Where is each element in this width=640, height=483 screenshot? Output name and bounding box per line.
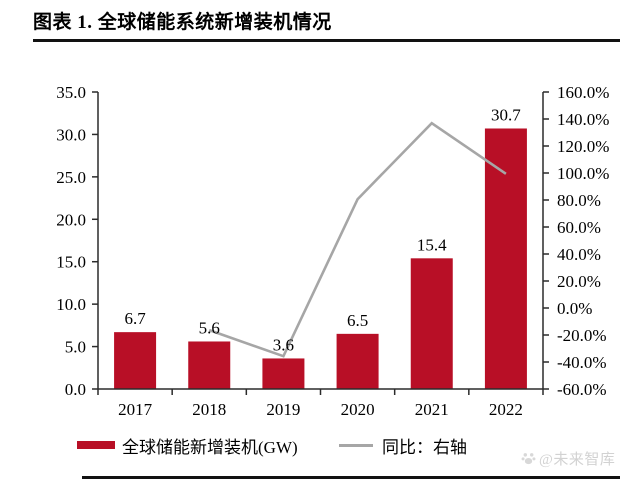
right-axis-tick-label: 160.0%	[557, 83, 609, 102]
right-axis-tick-label: 20.0%	[557, 272, 601, 291]
bar-2021	[410, 258, 453, 389]
bar-series-label: 全球储能新增装机(GW)	[122, 437, 298, 457]
left-axis-tick-label: 25.0	[56, 168, 86, 187]
right-axis-tick-label: -40.0%	[557, 353, 607, 372]
bar-2022	[484, 128, 527, 389]
left-axis-tick-label: 5.0	[65, 338, 86, 357]
left-axis-tick-label: 10.0	[56, 295, 86, 314]
right-axis-tick-label: 40.0%	[557, 245, 601, 264]
left-axis-tick-label: 20.0	[56, 210, 86, 229]
x-axis-label-2019: 2019	[266, 400, 300, 419]
bar-2019	[262, 358, 305, 389]
left-axis-tick-label: 15.0	[56, 253, 86, 272]
yoy-line	[208, 121, 507, 358]
bar-value-label-2022: 30.7	[491, 105, 521, 124]
line-series-swatch	[339, 443, 373, 447]
bar-value-label-2020: 6.5	[347, 311, 368, 330]
bar-value-label-2017: 6.7	[124, 309, 146, 328]
left-axis-tick-label: 30.0	[56, 125, 86, 144]
x-axis-label-2020: 2020	[341, 400, 375, 419]
right-axis-tick-label: 0.0%	[557, 299, 592, 318]
x-axis-label-2017: 2017	[118, 400, 153, 419]
left-axis-tick-label: 0.0	[65, 380, 86, 399]
bar-value-label-2021: 15.4	[417, 235, 447, 254]
x-axis-label-2021: 2021	[415, 400, 449, 419]
paw-logo-icon	[521, 453, 536, 465]
right-axis-tick-label: -20.0%	[557, 326, 607, 345]
title-divider	[33, 39, 620, 42]
line-series-label: 同比：右轴	[382, 437, 467, 457]
x-axis-label-2022: 2022	[489, 400, 523, 419]
right-axis-tick-label: 120.0%	[557, 137, 609, 156]
x-axis-label-2018: 2018	[192, 400, 226, 419]
right-axis-tick-label: 80.0%	[557, 191, 601, 210]
bar-series-swatch	[77, 441, 115, 449]
chart-title: 图表 1. 全球储能系统新增装机情况	[33, 12, 332, 33]
right-axis-tick-label: 100.0%	[557, 164, 609, 183]
right-axis-tick-label: 60.0%	[557, 218, 601, 237]
bar-value-label-2019: 3.6	[273, 335, 294, 354]
bar-2020	[336, 333, 379, 389]
watermark-text: @未来智库	[539, 452, 616, 468]
right-axis-tick-label: -60.0%	[557, 380, 607, 399]
legend-item-yoy: 同比：右轴	[339, 436, 467, 457]
legend-item-installations: 全球储能新增装机(GW)	[77, 436, 298, 457]
bar-2017	[114, 332, 157, 389]
bar-2018	[188, 341, 231, 389]
watermark: @未来智库	[521, 448, 615, 469]
left-axis-tick-label: 35.0	[56, 83, 86, 102]
right-axis-tick-label: 140.0%	[557, 110, 609, 129]
bottom-divider	[82, 476, 620, 479]
bar-value-label-2018: 5.6	[199, 318, 220, 337]
